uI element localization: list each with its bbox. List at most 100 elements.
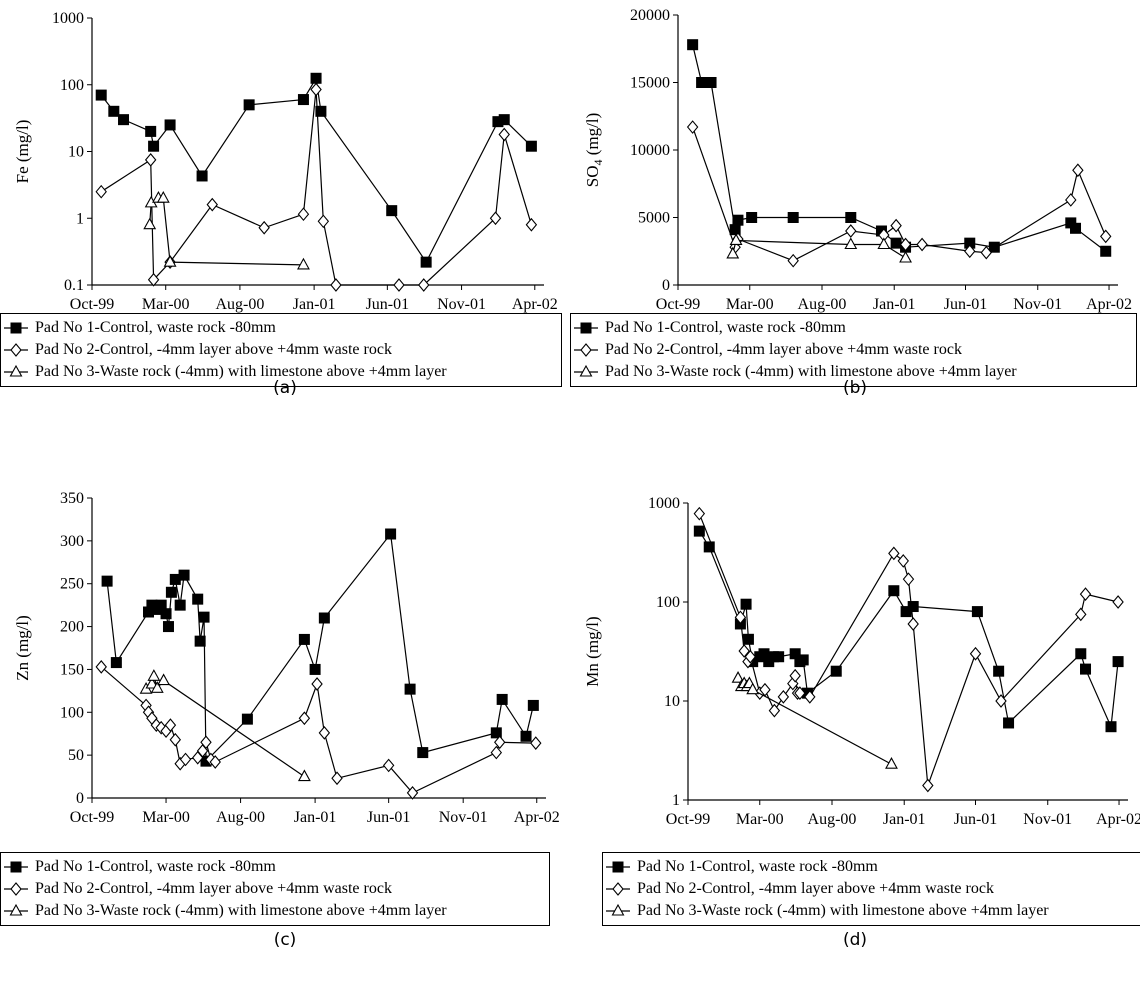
data-point-triangle bbox=[844, 237, 858, 250]
data-point-square bbox=[888, 585, 900, 597]
data-point-diamond bbox=[794, 686, 806, 701]
data-point-triangle bbox=[726, 246, 740, 259]
x-tick-label: Oct-99 bbox=[70, 809, 114, 826]
chart-panel-1: 0.1 1 10 100 1000 Oct-99 Mar-00 Aug-00 Jan-01 Jun… bbox=[0, 0, 570, 490]
legend-swatch bbox=[574, 364, 598, 377]
legend-item: Pad No 2-Control, -4mm layer above +4mm … bbox=[603, 878, 994, 900]
chart-panel-4: 1 10 100 1000 Oct-99 Mar-00 Aug-00 Jan-01 Jun-01… bbox=[570, 490, 1140, 980]
panel-caption: (a) bbox=[273, 378, 297, 398]
data-point-triangle bbox=[731, 671, 745, 683]
x-tick-label: Jan-01 bbox=[873, 296, 916, 313]
y-tick-label: 300 bbox=[60, 533, 84, 550]
data-point-diamond bbox=[1075, 607, 1087, 622]
x-tick-label: Jun-01 bbox=[367, 809, 411, 826]
data-point-diamond bbox=[209, 755, 221, 769]
data-point-square bbox=[705, 77, 717, 88]
data-point-diamond bbox=[804, 690, 816, 704]
legend-label: Pad No 2-Control, -4mm layer above +4mm … bbox=[35, 341, 392, 358]
data-point-square bbox=[890, 237, 902, 249]
data-point-square bbox=[971, 606, 983, 618]
data-point-diamond bbox=[298, 711, 311, 726]
data-point-diamond bbox=[498, 127, 510, 142]
data-point-square bbox=[1100, 245, 1112, 257]
chart-panel-3: 0 50 100 150 200 250 300 350 Oct-99 Mar-00 Aug-00 J… bbox=[0, 490, 570, 980]
data-point-diamond bbox=[888, 546, 900, 561]
panel-caption: (d) bbox=[842, 930, 868, 950]
data-point-diamond bbox=[489, 211, 502, 226]
series-diamond bbox=[686, 120, 1112, 268]
data-point-triangle bbox=[297, 769, 311, 782]
data-point-square bbox=[527, 699, 539, 711]
data-point-diamond bbox=[744, 649, 757, 664]
data-point-square bbox=[118, 114, 130, 126]
data-point-square bbox=[148, 140, 160, 152]
data-point-diamond bbox=[179, 752, 192, 767]
chart-plot: 0 5000 10000 15000 20000 Oct-99 Mar-00 Aug-00 Ja… bbox=[583, 7, 1132, 313]
legend-swatch bbox=[606, 861, 630, 873]
y-tick-label: 15000 bbox=[630, 75, 670, 92]
y-tick-label: 20000 bbox=[630, 7, 670, 24]
data-point-triangle bbox=[147, 669, 161, 681]
series-line bbox=[692, 44, 1107, 252]
legend-marker-triangle bbox=[9, 903, 23, 916]
data-point-diamond bbox=[406, 785, 419, 800]
data-point-diamond bbox=[317, 214, 330, 229]
x-tick-label: Aug-00 bbox=[216, 809, 265, 826]
data-point-diamond bbox=[969, 646, 982, 661]
legend-swatch bbox=[574, 343, 598, 357]
data-point-diamond bbox=[907, 617, 919, 631]
x-tick-label: Apr-02 bbox=[512, 296, 558, 313]
data-point-diamond bbox=[1079, 587, 1092, 602]
legend: Pad No 1-Control, waste rock -80mm Pad No… bbox=[602, 852, 1140, 926]
series-triangle bbox=[731, 671, 898, 769]
data-point-triangle bbox=[143, 217, 157, 230]
data-point-diamond bbox=[200, 735, 212, 750]
y-tick-label: 200 bbox=[60, 619, 84, 636]
x-tick-label: Jun-01 bbox=[944, 296, 988, 313]
series-square bbox=[101, 528, 539, 767]
data-point-square bbox=[1112, 656, 1124, 668]
legend-marker-triangle bbox=[9, 364, 23, 377]
x-tick-label: Oct-99 bbox=[666, 811, 710, 828]
legend-label: Pad No 3-Waste rock (-4mm) with limeston… bbox=[637, 902, 1049, 919]
data-point-triangle bbox=[729, 233, 743, 245]
data-point-triangle bbox=[145, 676, 159, 689]
data-point-square bbox=[145, 125, 157, 137]
data-point-square bbox=[192, 593, 204, 605]
data-point-square bbox=[385, 528, 397, 540]
x-tick-label: Aug-00 bbox=[798, 296, 847, 313]
data-point-square bbox=[732, 214, 744, 226]
legend-label: Pad No 1-Control, waste rock -80mm bbox=[637, 858, 878, 875]
data-point-diamond bbox=[310, 82, 322, 97]
data-point-diamond bbox=[530, 736, 542, 751]
legend-swatch bbox=[4, 322, 28, 334]
x-tick-label: Oct-99 bbox=[656, 296, 700, 313]
data-point-diamond bbox=[95, 659, 107, 674]
x-tick-label: Mar-00 bbox=[142, 296, 190, 313]
y-tick-label: 1 bbox=[76, 210, 84, 227]
x-tick-label: Mar-00 bbox=[142, 809, 190, 826]
data-point-diamond bbox=[922, 778, 934, 793]
y-tick-label: 100 bbox=[60, 77, 84, 94]
data-point-square bbox=[297, 94, 309, 106]
legend-item: Pad No 1-Control, waste rock -80mm bbox=[603, 856, 878, 878]
data-point-diamond bbox=[899, 237, 912, 252]
x-tick-label: Apr-02 bbox=[1096, 811, 1140, 828]
chart-plot: 1 10 100 1000 Oct-99 Mar-00 Aug-00 Jan-01 Jun-01… bbox=[583, 495, 1140, 828]
data-point-square bbox=[740, 598, 752, 610]
data-point-square bbox=[174, 599, 186, 611]
series-line bbox=[698, 530, 1119, 729]
data-point-square bbox=[496, 693, 508, 705]
data-point-square bbox=[178, 569, 190, 581]
legend-marker-square bbox=[612, 861, 624, 873]
data-point-square bbox=[907, 601, 919, 613]
legend-marker-triangle bbox=[579, 364, 593, 377]
y-tick-label: 150 bbox=[60, 661, 84, 678]
y-tick-label: 250 bbox=[60, 576, 84, 593]
data-point-diamond bbox=[897, 554, 909, 568]
data-point-diamond bbox=[734, 610, 747, 625]
data-point-square bbox=[797, 654, 809, 666]
data-point-square bbox=[746, 212, 758, 223]
legend-item: Pad No 3-Waste rock (-4mm) with limeston… bbox=[571, 361, 1017, 383]
y-tick-label: 10 bbox=[664, 693, 680, 710]
